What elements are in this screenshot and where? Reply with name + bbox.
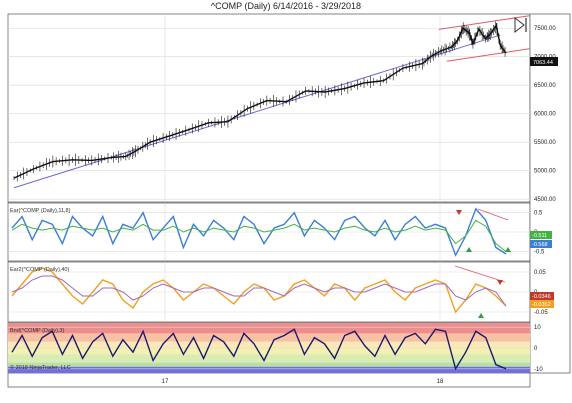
price-tick-label: 5500.00 <box>534 140 556 146</box>
bnd-band <box>8 354 530 363</box>
ear-value-badge-blue <box>530 240 552 248</box>
y-axis-strip <box>529 13 571 374</box>
bnd-band <box>8 366 530 373</box>
ear-sell-marker <box>456 210 462 215</box>
price-tick-label: 5000.00 <box>534 169 556 175</box>
ear2-divergence-line <box>454 265 506 283</box>
last-price-label: 7063.44 <box>533 60 553 66</box>
copyright-text: © 2018 NinjaTrader, LLC <box>10 364 71 371</box>
ear2-tick-label: 0.05 <box>534 270 546 276</box>
ear2-tick-label: -0.05 <box>534 310 548 316</box>
x-axis-strip <box>7 372 531 388</box>
x-tick-label: 18 <box>437 379 444 385</box>
ear2-series-line <box>11 267 507 314</box>
ear-pane-label: Ear(^COMP (Daily),11,8) <box>10 208 71 214</box>
ear-buy-marker <box>505 247 511 252</box>
chart-layers: 17 18 4500.00 5000.00 5500.00 6000.00 6500.00 7… <box>8 14 556 385</box>
channel-line <box>446 48 530 62</box>
bnd-tick-label: 10 <box>534 325 541 331</box>
chart-title: ^COMP (Daily) 6/14/2016 - 3/29/2018 <box>210 1 362 11</box>
bnd-band <box>8 323 530 334</box>
ear2-value-badge-red <box>530 292 554 300</box>
bnd-band <box>8 333 530 342</box>
ear-value-label-blue: -0.568 <box>532 242 548 248</box>
bnd-band <box>8 362 530 367</box>
ear2-pane-label: Ear2(^COMP (Daily),40) <box>10 267 69 273</box>
ear-series-line <box>11 207 507 257</box>
bnd-band <box>8 341 530 348</box>
ear-value-badge-green <box>530 231 552 239</box>
ear2-sell-marker <box>497 280 503 285</box>
channel-line <box>438 15 530 30</box>
skip-to-end-icon[interactable] <box>514 16 527 34</box>
ear2-buy-marker <box>478 313 484 318</box>
bnd-tick-label: -10 <box>534 367 543 373</box>
bnd-pane-label: Bnd(^COMP (Daily),3) <box>10 328 65 334</box>
ear-divergence-line <box>477 208 509 221</box>
ear2-series-line <box>11 275 507 307</box>
ear-buy-marker <box>466 247 472 252</box>
ear2-value-label-orange: -0.0352 <box>532 302 551 308</box>
ear2-value-label-red: -0.0346 <box>532 294 551 300</box>
last-price-badge <box>530 57 558 66</box>
price-tick-label: 6500.00 <box>534 83 556 89</box>
x-tick-label: 17 <box>162 379 169 385</box>
price-tick-label: 6000.00 <box>534 112 556 118</box>
price-tick-label: 7500.00 <box>534 26 556 32</box>
ear2-value-badge-orange <box>530 300 554 308</box>
price-tick-label: 4500.00 <box>534 197 556 203</box>
ear-tick-label: 0.5 <box>534 211 543 217</box>
ear-series-line <box>11 219 507 253</box>
ear-value-label-green: -0.511 <box>532 233 547 239</box>
bnd-series-line <box>11 328 507 371</box>
bnd-tick-label: 0 <box>534 346 538 352</box>
ear-tick-label: -0.5 <box>534 249 545 255</box>
